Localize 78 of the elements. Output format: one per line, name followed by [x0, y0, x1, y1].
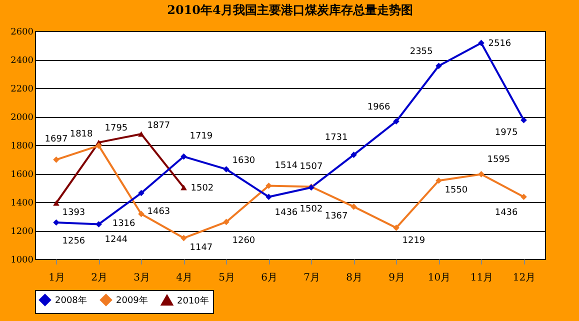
x-tick-label: 10月 [428, 272, 451, 284]
data-label: 1502 [190, 183, 214, 194]
point [223, 166, 230, 172]
x-tick-label: 1月 [48, 272, 65, 284]
y-tick-label: 2400 [10, 56, 34, 66]
data-label: 1795 [104, 124, 128, 134]
x-tick-label: 2月 [91, 272, 108, 284]
data-label: 1463 [147, 207, 170, 218]
data-label: 1595 [487, 155, 510, 166]
point [350, 152, 357, 158]
data-label: 1877 [147, 121, 170, 132]
point [393, 224, 400, 231]
point [436, 177, 442, 184]
point [393, 118, 400, 125]
data-label: 1818 [70, 129, 94, 140]
point [138, 190, 144, 196]
legend-label: 2009年 [116, 295, 148, 306]
point [180, 234, 187, 242]
point [520, 194, 527, 200]
x-tick-label: 9月 [388, 272, 405, 284]
x-tick-label: 12月 [512, 272, 536, 284]
legend-label: 2010年 [177, 295, 209, 306]
x-tick-label: 4月 [176, 272, 192, 284]
point [53, 200, 60, 206]
x-tick-label: 6月 [261, 272, 278, 284]
data-label: 1731 [324, 132, 348, 143]
point [266, 194, 272, 200]
data-label: 1550 [444, 186, 468, 196]
y-tick-label: 1000 [10, 256, 34, 266]
data-label: 1393 [62, 208, 86, 218]
point [478, 171, 484, 178]
data-label: 1719 [190, 132, 213, 142]
x-tick-label: 5月 [218, 272, 235, 284]
data-label: 1507 [300, 162, 323, 172]
data-label: 1316 [112, 218, 136, 229]
y-tick-label: 2600 [10, 28, 34, 38]
data-label: 1147 [190, 243, 213, 254]
data-label: 1436 [274, 208, 298, 218]
data-label: 2516 [488, 38, 512, 49]
point [350, 204, 357, 210]
data-label: 1260 [232, 236, 256, 246]
y-tick-label: 1200 [10, 227, 34, 237]
data-label: 1966 [367, 102, 391, 112]
point [520, 116, 527, 124]
point [223, 218, 230, 226]
y-tick-label: 1400 [10, 198, 34, 208]
data-label: 1975 [494, 128, 518, 138]
point [180, 153, 187, 160]
point [53, 219, 60, 226]
x-tick-label: 7月 [304, 272, 320, 284]
x-tick-label: 8月 [346, 272, 362, 284]
point [478, 40, 484, 46]
x-tick-label: 11月 [470, 272, 494, 284]
y-tick-label: 2200 [10, 84, 34, 94]
point [96, 221, 102, 228]
point [180, 184, 187, 190]
data-label: 1514 [274, 160, 298, 171]
point [138, 131, 144, 137]
data-label: 2355 [410, 46, 433, 57]
chart-title: 2010年4月我国主要港口煤炭库存总量走势图 [167, 3, 413, 17]
y-tick-label: 1600 [10, 170, 34, 180]
point [266, 182, 272, 189]
data-label: 1502 [300, 204, 323, 214]
legend-label: 2008年 [55, 295, 87, 306]
point [436, 62, 442, 70]
data-label: 1697 [44, 134, 68, 145]
point [138, 210, 144, 218]
x-tick-label: 3月 [134, 272, 150, 284]
data-label: 1244 [104, 235, 128, 246]
data-label: 1630 [232, 156, 256, 166]
data-label: 1436 [494, 208, 518, 218]
data-label: 1256 [62, 236, 86, 247]
point [96, 142, 102, 149]
point [53, 156, 60, 163]
y-tick-label: 1800 [10, 142, 34, 152]
y-tick-label: 2000 [10, 113, 34, 123]
data-label: 1219 [402, 236, 426, 246]
data-label: 1367 [324, 212, 348, 222]
